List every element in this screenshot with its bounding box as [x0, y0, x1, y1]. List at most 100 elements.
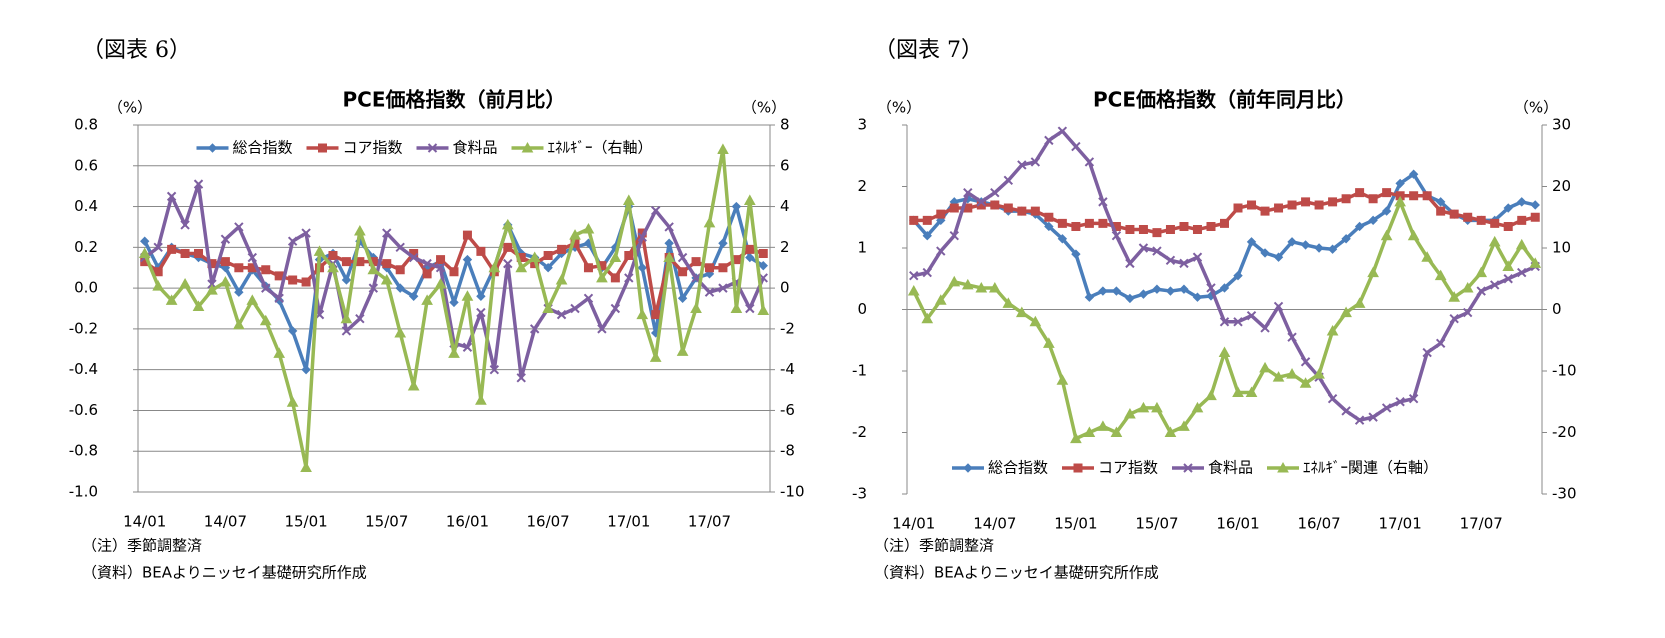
data-point [395, 242, 405, 253]
data-point [1152, 246, 1162, 256]
data-point [528, 251, 541, 263]
data-point [1381, 403, 1392, 413]
data-point [757, 304, 770, 316]
data-point [421, 294, 433, 305]
data-point [1299, 377, 1312, 388]
data-point [1301, 197, 1311, 207]
legend-marker [427, 143, 438, 153]
legend-marker [1277, 461, 1289, 473]
data-point [287, 236, 298, 246]
data-point [936, 246, 946, 256]
data-point [395, 283, 405, 293]
data-point [745, 244, 755, 254]
data-point [934, 294, 947, 305]
data-point [758, 260, 768, 271]
data-point [1260, 323, 1270, 333]
data-point [922, 215, 932, 225]
y-tick-label: 0.8 [74, 116, 98, 134]
data-point [1056, 374, 1069, 385]
data-point [1408, 169, 1419, 179]
y-unit: （%） [877, 99, 921, 117]
data-point [1015, 306, 1028, 318]
data-point [274, 293, 284, 304]
series-line [143, 147, 766, 470]
data-point [1138, 225, 1148, 235]
x-tick-label: 15/01 [284, 513, 327, 531]
data-point [1502, 260, 1515, 271]
legend-marker [318, 143, 327, 153]
data-point [501, 218, 514, 230]
data-point [731, 201, 742, 212]
data-point [664, 222, 674, 232]
data-point [1030, 206, 1040, 216]
data-point [1435, 197, 1446, 207]
data-point [1137, 401, 1150, 413]
data-point [1381, 206, 1392, 216]
data-point [153, 267, 163, 277]
data-point [1179, 284, 1189, 294]
data-point [949, 230, 959, 241]
y-tick-label: -0.4 [69, 360, 98, 378]
x-tick-label: 17/01 [1379, 515, 1422, 533]
data-point [1353, 297, 1366, 308]
x-tick-label: 14/07 [204, 513, 247, 531]
data-point [1125, 293, 1135, 304]
data-point [1151, 401, 1163, 413]
data-point [1245, 386, 1258, 398]
data-point [368, 283, 379, 293]
data-point [1098, 218, 1108, 228]
y-tick-label: -2 [852, 423, 867, 441]
data-point [489, 364, 500, 375]
data-point [138, 247, 151, 258]
data-point [543, 250, 553, 260]
data-point [488, 261, 501, 273]
legend-marker [207, 143, 218, 153]
y2-tick-label: -10 [780, 483, 805, 501]
data-point [650, 205, 661, 216]
y2-tick-label: 30 [1552, 116, 1571, 134]
data-point [1395, 178, 1405, 189]
data-point [1273, 252, 1284, 262]
data-point [637, 232, 647, 242]
data-point [1125, 225, 1135, 235]
data-point [475, 394, 487, 405]
data-point [1274, 203, 1284, 213]
data-point [515, 261, 528, 273]
data-point [1219, 283, 1230, 293]
data-point [1368, 215, 1378, 226]
data-point [503, 242, 513, 252]
data-point [907, 285, 920, 296]
data-point [1503, 221, 1513, 231]
x-tick-label: 14/01 [123, 513, 166, 531]
data-point [220, 234, 231, 244]
data-point [961, 278, 974, 290]
data-point [461, 290, 474, 301]
data-point [246, 294, 259, 305]
data-point [718, 238, 728, 248]
data-point [194, 248, 204, 258]
data-point [327, 261, 339, 273]
x-tick-label: 16/01 [1216, 515, 1259, 533]
data-point [1164, 426, 1177, 437]
note: （注）季節調整済 [874, 537, 994, 555]
data-point [1017, 160, 1027, 170]
data-point [274, 295, 284, 306]
y-unit: （%） [108, 99, 152, 117]
data-point [677, 293, 688, 304]
data-point [435, 263, 446, 273]
data-point [436, 255, 446, 265]
y2-tick-label: 8 [780, 116, 790, 134]
data-point [180, 248, 190, 258]
data-point [1476, 286, 1486, 296]
data-point [1341, 194, 1351, 204]
legend-marker [1183, 463, 1193, 473]
data-point [1475, 266, 1488, 278]
y-tick-label: -1.0 [69, 483, 98, 501]
data-point [380, 273, 393, 285]
legend-label: 食料品 [1208, 459, 1253, 477]
data-point [570, 303, 580, 314]
data-point [354, 224, 366, 236]
data-point [1341, 234, 1351, 244]
data-point [610, 303, 621, 314]
data-point [1205, 389, 1217, 401]
